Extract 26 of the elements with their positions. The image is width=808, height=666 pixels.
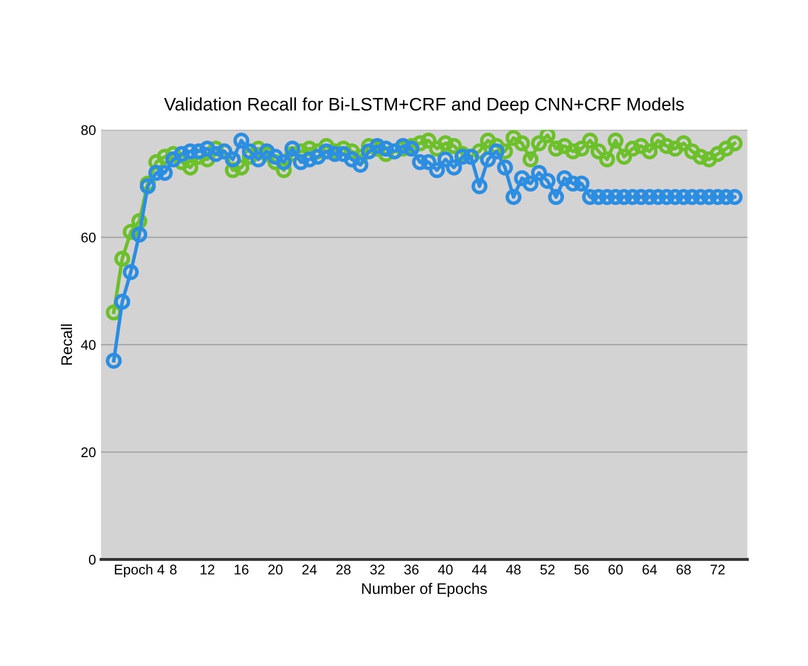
x-tick-label: 20: [268, 564, 283, 575]
x-tick-label: 24: [302, 564, 317, 574]
x-tick-label: 8: [170, 564, 177, 575]
x-tick-label: 64: [642, 564, 657, 575]
x-tick-label: 48: [506, 564, 521, 575]
x-tick-label: 56: [574, 564, 589, 575]
x-tick-label: 16: [234, 564, 248, 575]
x-tick-label: 28: [336, 564, 351, 575]
x-tick-label: 36: [404, 564, 419, 575]
y-tick-label: 0: [88, 554, 96, 565]
x-tick-label: Epoch 4: [114, 564, 164, 578]
x-tick-label: 12: [200, 564, 214, 574]
y-tick-label: 60: [81, 232, 96, 242]
x-tick-label: 60: [608, 564, 623, 575]
y-tick-label: 20: [81, 447, 96, 458]
x-tick-label: 44: [472, 564, 487, 574]
y-tick-label: 40: [81, 340, 96, 350]
chart-title: Validation Recall for Bi-LSTM+CRF and Deep CNN+CRF Models: [164, 97, 684, 114]
x-tick-label: 68: [676, 564, 691, 575]
y-axis-title: Recall: [60, 324, 72, 365]
y-tick-label: 80: [81, 125, 96, 136]
x-axis-title: Number of Epochs: [362, 582, 487, 598]
x-tick-label: 40: [438, 564, 453, 575]
x-tick-label: 32: [370, 564, 384, 575]
x-tick-label: 72: [710, 564, 725, 574]
x-tick-label: 52: [540, 564, 555, 575]
